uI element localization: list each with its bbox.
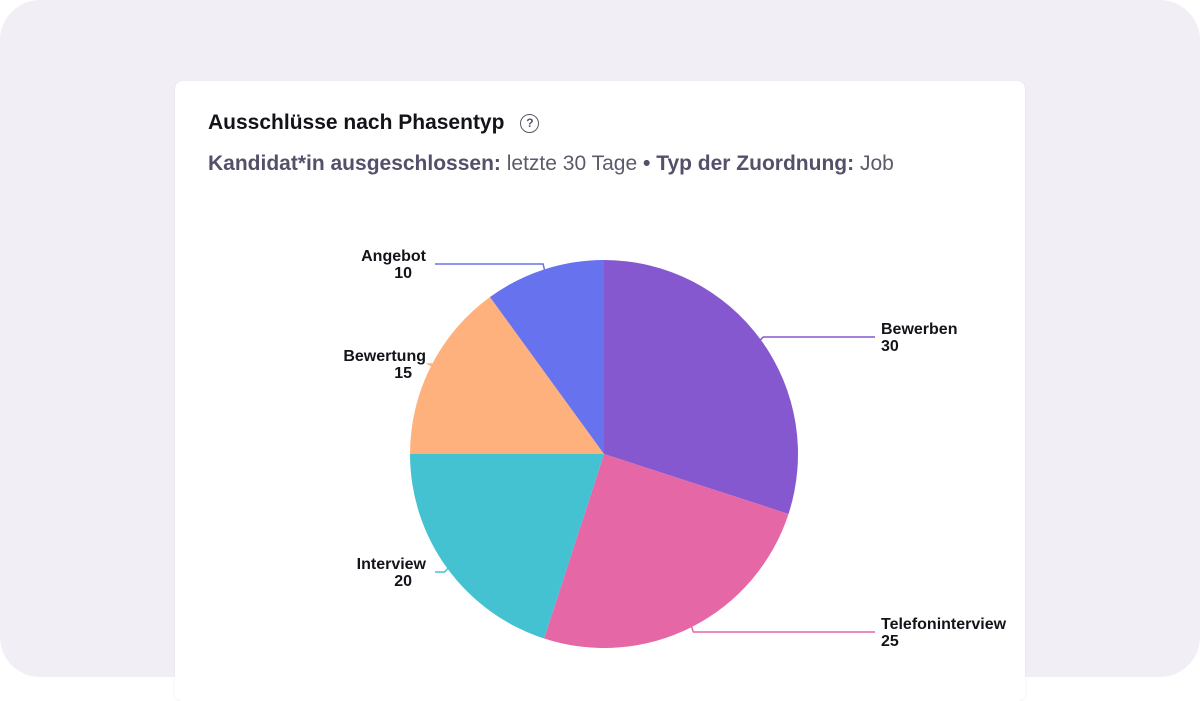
slice-label: Bewertung: [343, 348, 426, 365]
slice-label: Bewerben: [881, 321, 957, 338]
slice-label: Interview: [357, 556, 427, 573]
filter-value: letzte 30 Tage: [506, 152, 638, 175]
slice-value: 15: [394, 365, 412, 382]
leader-line: [435, 565, 451, 573]
filter-value: Job: [859, 152, 894, 175]
pie-slice-bewerben[interactable]: [604, 260, 798, 514]
pie-slice-interview[interactable]: [410, 454, 604, 639]
separator: •: [642, 152, 651, 175]
card-title: Ausschlüsse nach Phasentyp ?: [208, 111, 540, 135]
filter-label: Kandidat*in ausgeschlossen:: [208, 152, 501, 175]
pie-slice-angebot[interactable]: [489, 260, 604, 454]
slice-label: Telefoninterview: [881, 616, 1007, 633]
leader-line: [689, 623, 875, 633]
question-circle-icon[interactable]: ?: [520, 113, 540, 133]
slice-label: Angebot: [361, 248, 427, 265]
filter-summary: Kandidat*in ausgeschlossen: letzte 30 Ta…: [208, 152, 894, 176]
pie-slice-bewertung[interactable]: [410, 297, 604, 454]
pie-slice-telefoninterview[interactable]: [544, 454, 789, 648]
slice-value: 30: [881, 338, 899, 355]
leader-line: [435, 263, 547, 274]
slice-value: 20: [394, 573, 412, 590]
leader-line: [425, 363, 436, 369]
chart-title: Ausschlüsse nach Phasentyp: [208, 111, 505, 134]
slice-value: 10: [394, 265, 412, 282]
filter-label: Typ der Zuordnung:: [656, 152, 855, 175]
slice-value: 25: [881, 633, 899, 650]
leader-line: [757, 336, 875, 343]
